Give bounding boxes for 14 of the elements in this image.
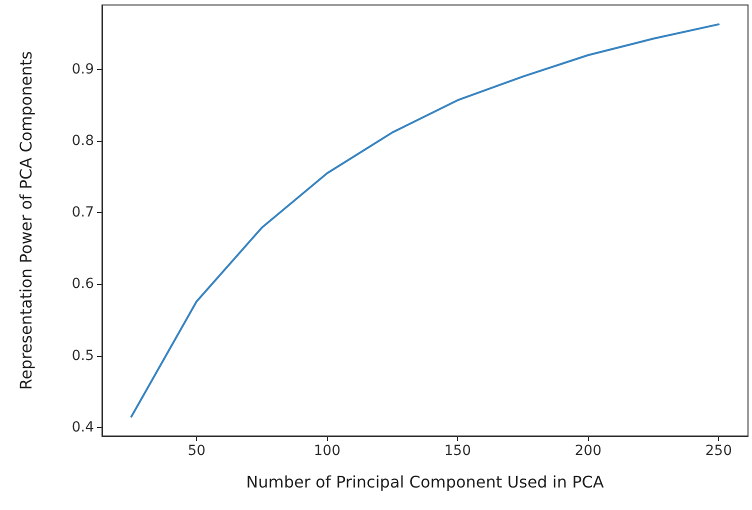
x-tick-label: 100 [314,443,340,459]
x-tick-label: 250 [705,443,732,459]
y-tick-label: 0.5 [72,348,94,364]
x-axis-title: Number of Principal Component Used in PCA [246,472,604,492]
y-axis-title: Representation Power of PCA Components [16,51,36,390]
line-series [130,23,720,418]
y-tick-label: 0.4 [72,419,94,436]
y-tick-label: 0.8 [72,133,94,150]
x-tick-label: 150 [444,443,471,459]
x-tick-label: 50 [188,443,206,459]
x-tick-label: 200 [574,443,602,459]
y-tick-label: 0.7 [72,204,94,221]
y-tick-label: 0.6 [72,276,94,292]
y-tick-label: 0.9 [72,61,94,78]
